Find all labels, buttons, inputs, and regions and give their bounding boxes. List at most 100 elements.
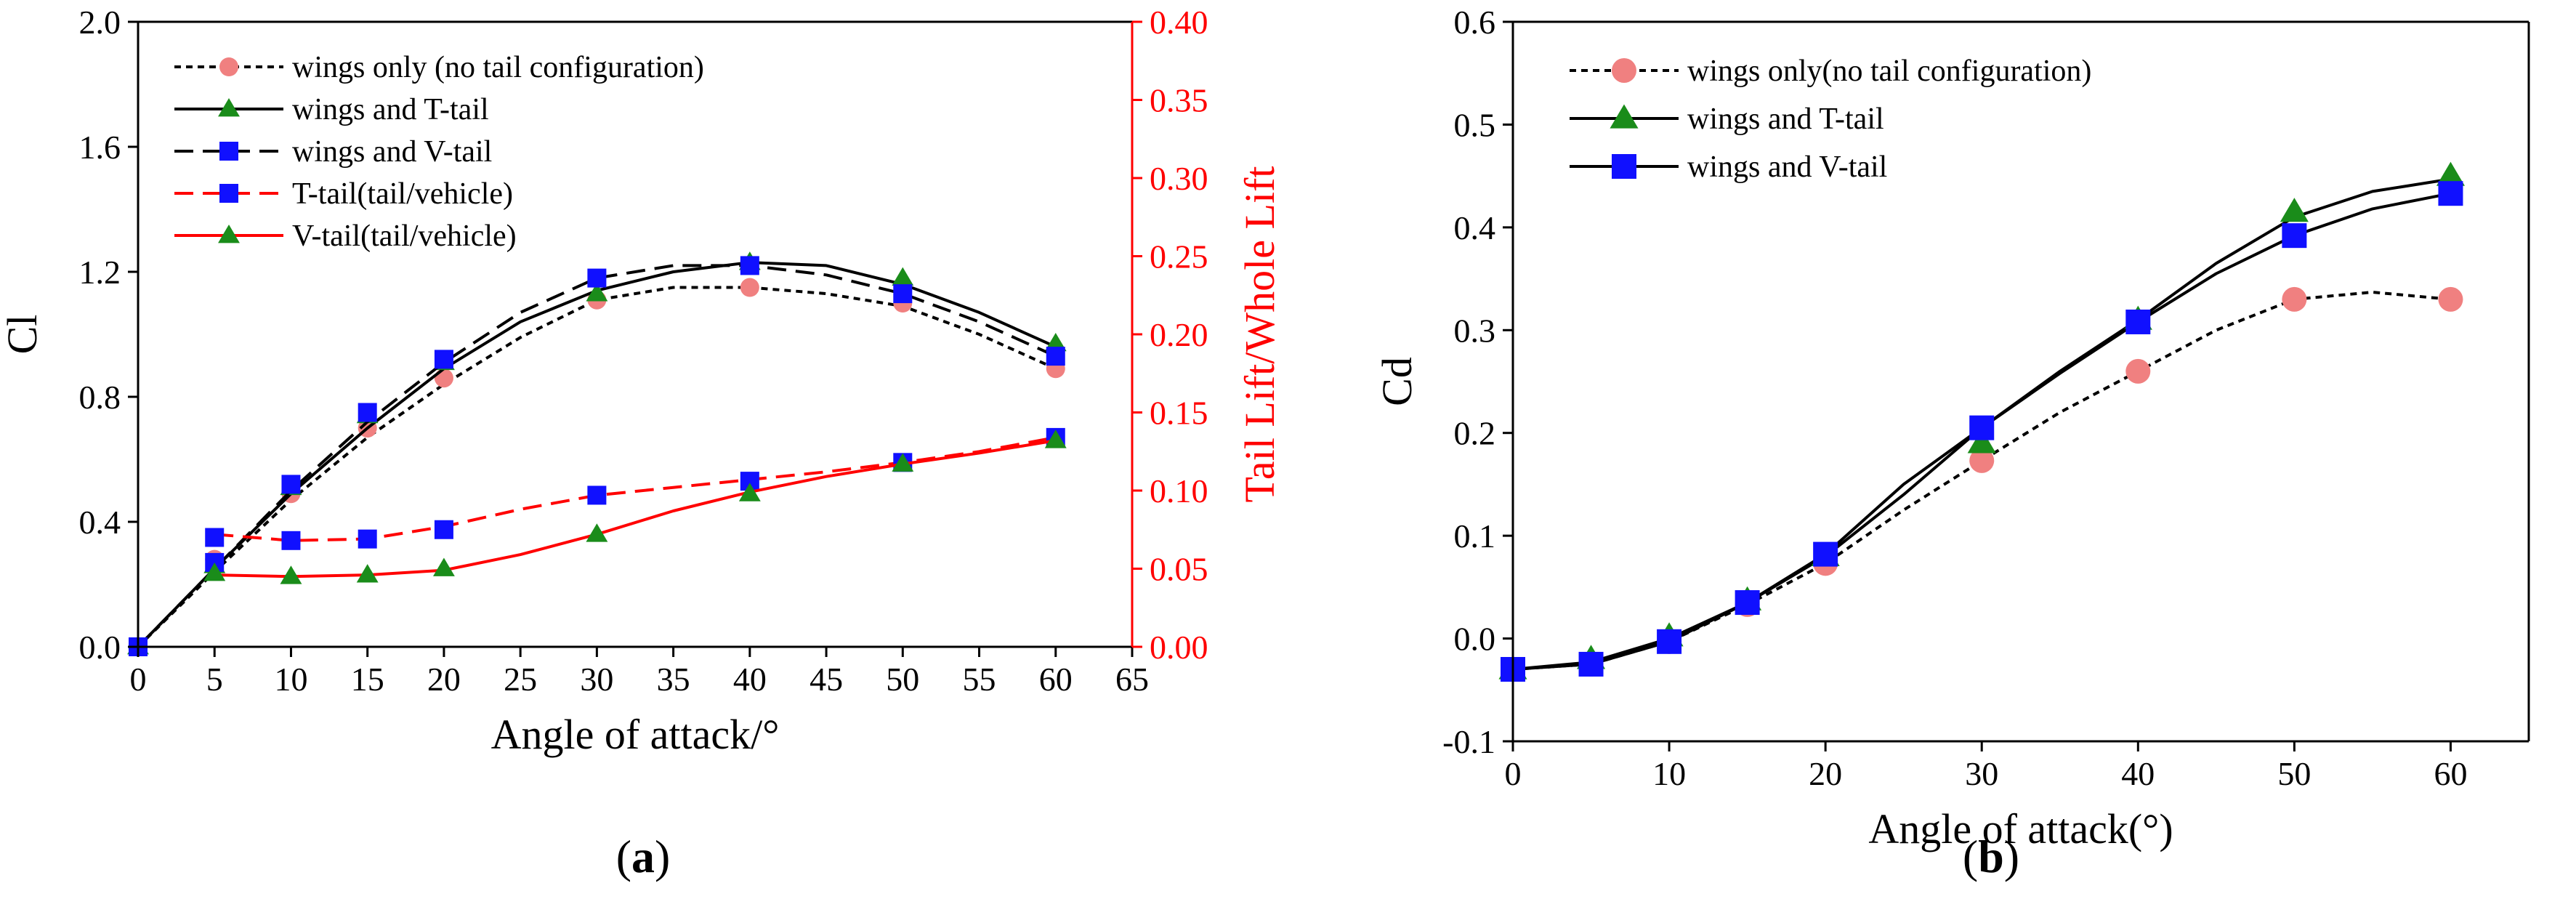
- series-1-point-7: [892, 267, 914, 286]
- y2-tick-label-5: 0.25: [1150, 238, 1208, 275]
- panel-a-label-letter: a: [631, 831, 655, 882]
- y-tick-label-4: 0.3: [1454, 312, 1496, 349]
- x-tick-label-6: 60: [2434, 755, 2467, 792]
- legend-1-marker: [218, 98, 240, 117]
- y-tick-label-2: 0.8: [79, 379, 121, 416]
- x-tick-label-4: 20: [427, 661, 461, 698]
- series-3-line: [214, 435, 1057, 542]
- series-4-point-0: [203, 563, 226, 581]
- panel-b-label-open: (: [1963, 831, 1978, 882]
- x-tick-label-5: 50: [2277, 755, 2311, 792]
- legend-0-label: wings only(no tail configuration): [1687, 55, 2091, 88]
- series-2-point-7: [2282, 223, 2307, 249]
- series-3-point-2: [358, 529, 377, 549]
- y-tick-label-4: 1.6: [79, 129, 121, 166]
- series-2-point-3: [358, 403, 377, 422]
- y-tick-label-7: 0.6: [1454, 4, 1496, 41]
- series-1-point-5: [586, 283, 608, 302]
- legend-1-marker: [1610, 104, 1639, 129]
- x-tick-label-13: 65: [1115, 661, 1149, 698]
- series-3-point-4: [587, 485, 607, 505]
- series-2-line: [137, 264, 1057, 648]
- x-tick-label-10: 50: [886, 661, 919, 698]
- legend: wings only(no tail configuration) wings a…: [1570, 55, 2091, 184]
- x-tick-label-1: 5: [206, 661, 223, 698]
- y-axis-title: Cl: [0, 315, 46, 355]
- x-tick-label-5: 25: [504, 661, 537, 698]
- panel-b-label-letter: b: [1978, 831, 2004, 882]
- series-2-point-8: [2438, 181, 2463, 206]
- x-tick-label-11: 55: [963, 661, 996, 698]
- x-tick-label-9: 45: [809, 661, 843, 698]
- y-tick-label-6: 0.5: [1454, 106, 1496, 143]
- x-axis-title: Angle of attack(°): [1868, 805, 2173, 852]
- series-2-point-2: [1657, 629, 1682, 654]
- panel-a-label-open: (: [616, 831, 631, 882]
- y-tick-label-3: 1.2: [79, 254, 121, 291]
- legend: wings only (no tail configuration) wings …: [174, 51, 704, 253]
- x-tick-label-6: 30: [580, 661, 613, 698]
- series-0-line: [1512, 291, 2451, 671]
- panel-b-label-close: ): [2004, 831, 2019, 882]
- x-tick-label-12: 60: [1039, 661, 1073, 698]
- y-tick-label-0: -0.1: [1442, 723, 1495, 760]
- legend-2-label: wings and V-tail: [292, 135, 492, 169]
- legend-0-marker: [1612, 58, 1636, 83]
- x-tick-label-1: 10: [1652, 755, 1686, 792]
- legend-1-label: wings and T-tail: [292, 93, 489, 126]
- y-tick-label-5: 2.0: [79, 4, 121, 41]
- series-0-point-5: [1969, 448, 1995, 473]
- series-4-point-2: [356, 564, 379, 583]
- x-tick-label-0: 0: [130, 661, 147, 698]
- legend-0-marker: [219, 57, 238, 76]
- y-tick-label-2: 0.1: [1454, 517, 1496, 555]
- series-3-point-3: [434, 520, 453, 539]
- series-2-point-1: [1578, 651, 1604, 677]
- series-1-point-8: [2436, 161, 2466, 186]
- x-tick-label-7: 35: [657, 661, 690, 698]
- series-2-point-6: [740, 256, 759, 275]
- x-tick-label-4: 40: [2121, 755, 2155, 792]
- legend-0-label: wings only (no tail configuration): [292, 51, 704, 84]
- legend-2-label: wings and V-tail: [1687, 150, 1887, 184]
- series-0-point-4: [434, 368, 453, 388]
- y-axis-title: Cd: [1373, 357, 1421, 406]
- series-2-point-7: [893, 284, 913, 304]
- series-1-point-7: [2280, 198, 2309, 222]
- y2-tick-label-2: 0.10: [1150, 472, 1208, 509]
- y-tick-label-5: 0.4: [1454, 209, 1496, 246]
- y-tick-label-1: 0.0: [1454, 621, 1496, 658]
- series-3-point-1: [281, 531, 301, 550]
- series-2-point-5: [1969, 415, 1995, 440]
- y-tick-label-1: 0.4: [79, 504, 121, 541]
- series-0-line: [137, 286, 1057, 648]
- series-2-point-2: [281, 475, 301, 494]
- series-4-line: [214, 439, 1057, 579]
- series-3-point-0: [205, 528, 225, 547]
- panel-a-label: (a): [616, 831, 671, 882]
- x-tick-label-3: 30: [1965, 755, 1998, 792]
- x-tick-label-0: 0: [1505, 755, 1522, 792]
- panel-b-label: (b): [1963, 831, 2019, 882]
- series-4-point-6: [892, 453, 914, 472]
- panel-a-label-close: ): [655, 831, 670, 882]
- panel-b-chart: 0 10 20 30 40 50 60 -0.1 0.0 0.1 0.2 0.3 0.4 0.5 0.6 An…: [1373, 4, 2530, 852]
- series-1-point-5: [1967, 429, 1996, 454]
- series-4-point-1: [280, 565, 302, 584]
- legend-4-marker: [218, 225, 240, 243]
- legend-3-marker: [219, 184, 238, 203]
- panel-a-chart: 0 5 10 15 20 25 30 35 40 45 50 55 60 65 0.0 0.4 0.8 1.2 1.…: [0, 4, 1283, 758]
- y2-tick-label-7: 0.35: [1150, 82, 1208, 119]
- y2-tick-label-8: 0.40: [1150, 4, 1208, 41]
- y2-axis-title: Tail Lift/Whole Lift: [1236, 166, 1283, 502]
- series-0-point-6: [740, 278, 759, 297]
- series-2-point-4: [1813, 541, 1838, 567]
- series-0-point-6: [2125, 358, 2151, 384]
- legend-3-label: T-tail(tail/vehicle): [292, 177, 513, 211]
- legend-2-marker: [219, 142, 238, 161]
- series-0-point-8: [2438, 286, 2463, 312]
- x-tick-label-2: 20: [1809, 755, 1842, 792]
- series-0-point-7: [2282, 286, 2307, 312]
- y2-tick-label-3: 0.15: [1150, 395, 1208, 432]
